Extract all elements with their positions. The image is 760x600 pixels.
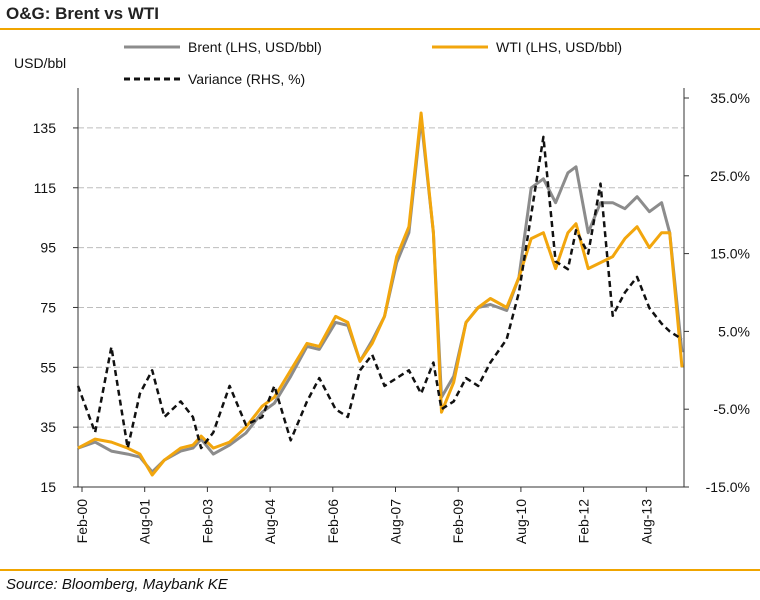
right-tick-label: 15.0% — [710, 246, 750, 262]
footer-divider — [0, 569, 760, 571]
left-tick-label: 55 — [40, 359, 56, 375]
right-tick-label: -5.0% — [713, 401, 750, 417]
legend-label: Variance (RHS, %) — [188, 71, 305, 87]
left-tick-label: 115 — [34, 180, 57, 196]
left-tick-label: 95 — [40, 240, 56, 256]
brent-line — [77, 117, 684, 474]
x-tick-label: Feb-06 — [325, 499, 341, 544]
right-tick-label: -15.0% — [706, 479, 750, 495]
variance-line — [76, 135, 683, 450]
x-tick-label: Feb-00 — [74, 499, 90, 544]
tick-labels: 15 35 55 75 95 115 135 -15.0% -5.0% 5.0% 15.0% 25.0… — [33, 90, 750, 544]
x-tick-label: Feb-12 — [576, 499, 592, 544]
x-tick-label: Aug-13 — [638, 499, 654, 544]
x-tick-label: Feb-03 — [199, 499, 215, 544]
source-note: Source: Bloomberg, Maybank KE — [6, 576, 228, 593]
left-tick-label: 35 — [40, 419, 56, 435]
right-tick-label: 25.0% — [710, 168, 750, 184]
legend-label: WTI (LHS, USD/bbl) — [496, 39, 622, 55]
x-tick-label: Feb-09 — [450, 499, 466, 544]
chart-title: O&G: Brent vs WTI — [6, 4, 160, 23]
left-tick-label: 15 — [40, 479, 56, 495]
right-tick-label: 35.0% — [710, 90, 750, 106]
x-tick-label: Aug-04 — [262, 499, 278, 544]
legend-label: Brent (LHS, USD/bbl) — [188, 39, 322, 55]
right-tick-label: 5.0% — [718, 323, 750, 339]
axes — [73, 88, 689, 492]
left-tick-label: 75 — [40, 299, 56, 315]
x-tick-label: Aug-01 — [137, 499, 153, 544]
title-divider — [0, 28, 760, 30]
left-axis-label: USD/bbl — [14, 55, 66, 71]
wti-line — [77, 111, 684, 477]
chart-canvas: USD/bbl 1535557595115135-15.0%-5.0%5.0%1… — [14, 39, 750, 544]
x-tick-label: Aug-07 — [388, 499, 404, 544]
left-tick-label: 135 — [33, 120, 57, 136]
legend: Brent (LHS, USD/bbl) WTI (LHS, USD/bbl) Va… — [124, 39, 622, 87]
gridlines — [78, 127, 684, 428]
series-lines — [76, 111, 684, 477]
x-tick-label: Aug-10 — [513, 499, 529, 544]
